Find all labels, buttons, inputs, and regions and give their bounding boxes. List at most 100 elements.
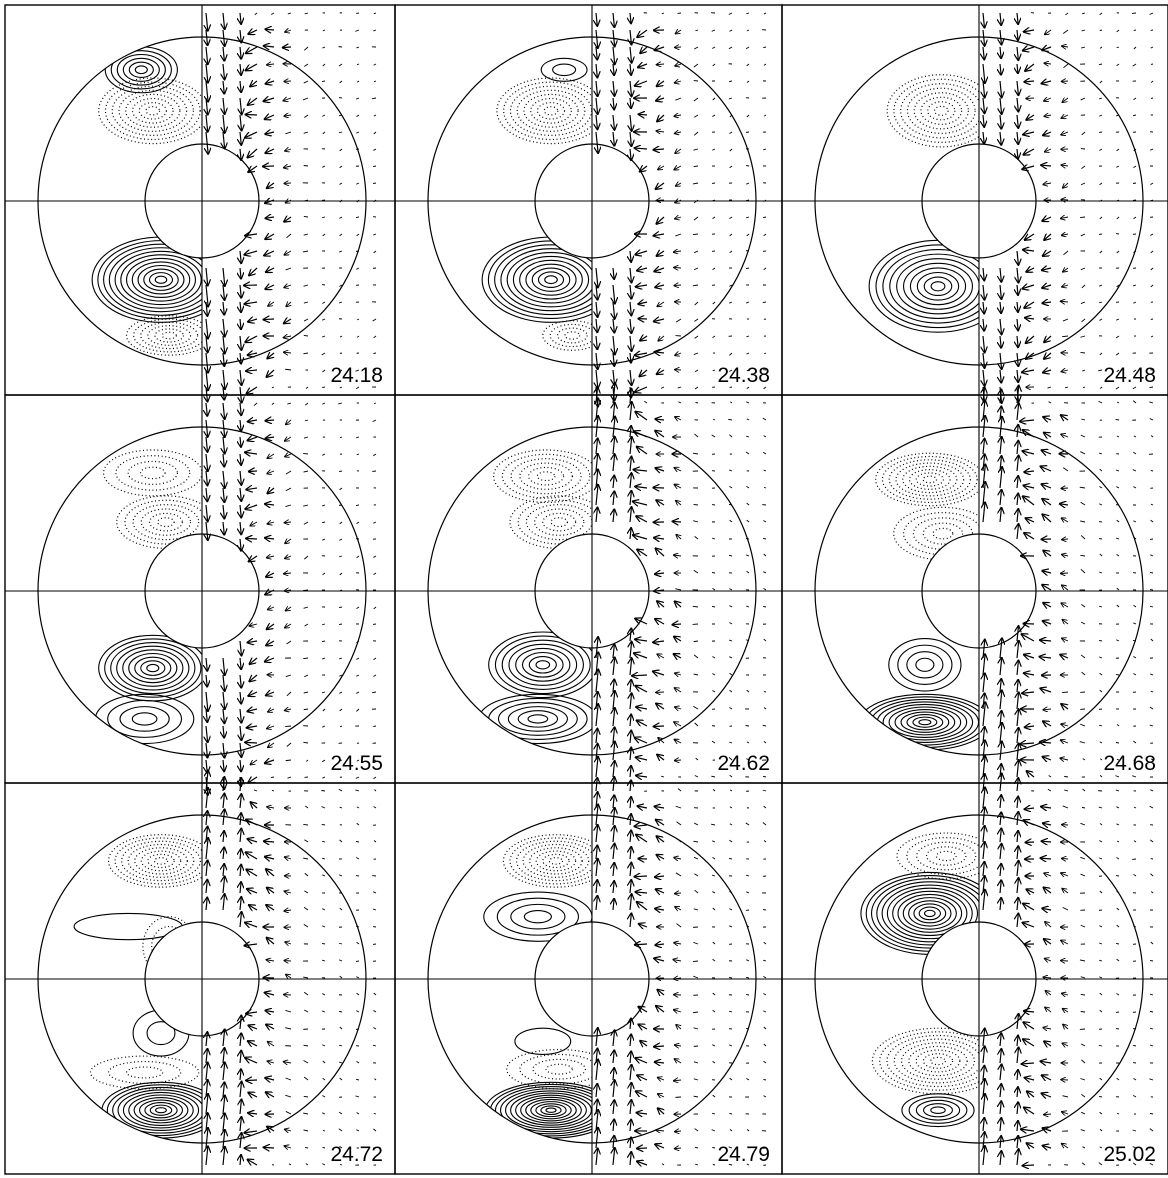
contour-solid [128, 652, 178, 684]
velocity-arrow [746, 959, 750, 962]
velocity-arrow [303, 1095, 309, 1098]
velocity-arrow [250, 81, 258, 86]
velocity-arrow [729, 469, 733, 472]
velocity-arrow [693, 856, 699, 860]
velocity-arrow [712, 789, 716, 792]
velocity-arrow [656, 549, 665, 557]
velocity-arrow [264, 46, 275, 47]
velocity-arrow [1099, 857, 1103, 860]
velocity-arrow [356, 1060, 360, 1064]
velocity-arrow [253, 789, 258, 792]
velocity-arrow [1026, 518, 1035, 522]
velocity-arrow [373, 80, 377, 83]
velocity-arrow [303, 80, 309, 84]
velocity-arrow [763, 553, 767, 557]
velocity-arrow [1017, 898, 1018, 911]
velocity-arrow [983, 826, 985, 843]
velocity-arrow [1047, 788, 1052, 792]
velocity-arrow [283, 47, 292, 48]
velocity-arrow [746, 369, 750, 372]
velocity-arrow [1041, 165, 1052, 166]
velocity-arrow [1017, 524, 1018, 540]
contour-group [868, 74, 979, 333]
velocity-arrow [1000, 723, 1002, 744]
velocity-arrow [983, 788, 985, 809]
velocity-arrow [1043, 515, 1052, 523]
velocity-arrow [1080, 654, 1086, 659]
velocity-arrow [728, 858, 733, 860]
contour-dotted [519, 1053, 592, 1085]
velocity-arrow [746, 519, 750, 523]
velocity-arrow [1080, 1111, 1086, 1115]
velocity-arrow [1116, 639, 1120, 642]
velocity-arrow [1000, 1136, 1001, 1149]
velocity-arrow [1017, 335, 1018, 347]
velocity-arrow [355, 1095, 360, 1098]
velocity-arrow [636, 285, 648, 287]
velocity-arrow [240, 335, 241, 350]
velocity-arrow [223, 894, 225, 911]
velocity-arrow [1026, 98, 1035, 99]
velocity-arrow [240, 1117, 241, 1132]
velocity-arrow [1116, 924, 1120, 928]
velocity-arrow [1000, 301, 1001, 313]
velocity-arrow [1099, 148, 1103, 151]
contour-solid [494, 1086, 592, 1135]
velocity-arrow [693, 63, 699, 68]
velocity-arrow [729, 250, 733, 254]
velocity-arrow [303, 453, 309, 455]
velocity-arrow [1150, 335, 1154, 338]
velocity-arrow [1064, 789, 1069, 792]
velocity-arrow [729, 925, 733, 928]
velocity-arrow [266, 81, 275, 84]
velocity-arrow [746, 418, 750, 421]
velocity-arrow [638, 806, 648, 808]
velocity-arrow [206, 12, 208, 31]
velocity-arrow [223, 504, 224, 518]
velocity-arrow [983, 46, 984, 59]
velocity-arrow [356, 46, 360, 49]
velocity-arrow [1099, 199, 1103, 202]
velocity-arrow [356, 822, 360, 826]
velocity-arrow [245, 742, 258, 743]
velocity-arrow [712, 941, 716, 945]
velocity-arrow [729, 806, 733, 809]
velocity-arrow [676, 30, 682, 34]
velocity-arrow [656, 889, 665, 893]
velocity-arrow [250, 522, 258, 526]
velocity-arrow [373, 453, 377, 457]
velocity-arrow [693, 165, 699, 168]
velocity-arrow [1000, 390, 1001, 404]
velocity-arrow [372, 97, 377, 100]
velocity-arrow [305, 1163, 309, 1166]
velocity-arrow [246, 852, 258, 860]
contour-dotted [111, 85, 194, 137]
contour-dotted [922, 475, 938, 484]
velocity-arrow [355, 1078, 360, 1081]
velocity-arrow [729, 707, 733, 710]
velocity-arrow [339, 708, 343, 712]
velocity-arrow [676, 923, 682, 928]
contour-dotted [535, 850, 577, 872]
velocity-arrow [1022, 634, 1035, 642]
contour-solid [888, 706, 962, 738]
velocity-arrow [655, 1144, 665, 1148]
contour-solid [515, 1094, 587, 1126]
contour-group [858, 452, 979, 751]
velocity-arrow [746, 182, 750, 185]
velocity-arrow [675, 233, 682, 237]
velocity-arrow [630, 693, 632, 710]
velocity-arrow [267, 888, 275, 893]
contour-dotted [893, 78, 979, 143]
velocity-arrow [694, 250, 699, 254]
velocity-arrow [1080, 976, 1086, 979]
velocity-arrow [711, 572, 716, 574]
velocity-arrow [1024, 533, 1035, 540]
velocity-arrow [266, 149, 275, 153]
velocity-arrow [676, 183, 682, 186]
velocity-arrow [1042, 1093, 1052, 1097]
velocity-arrow [695, 1163, 699, 1166]
velocity-arrow [1000, 638, 1002, 659]
velocity-arrow [1024, 1108, 1035, 1115]
velocity-arrow [1149, 12, 1154, 15]
